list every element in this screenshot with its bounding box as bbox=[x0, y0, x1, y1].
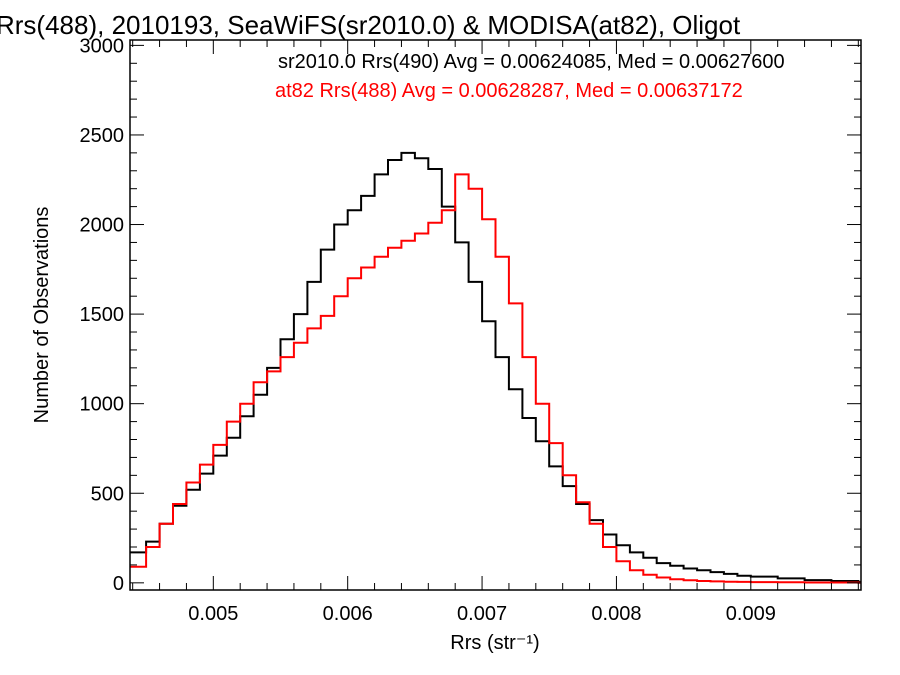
chart-title: Rrs(488), 2010193, SeaWiFS(sr2010.0) & M… bbox=[0, 10, 741, 40]
y-axis-label: Number of Observations bbox=[31, 207, 53, 424]
series-line-1 bbox=[130, 173, 861, 584]
legend-entry-sr2010: sr2010.0 Rrs(490) Avg = 0.00624085, Med … bbox=[278, 51, 785, 73]
y-tick-label: 0 bbox=[113, 573, 124, 595]
x-tick-label: 0.007 bbox=[457, 603, 507, 625]
y-tick-label: 500 bbox=[91, 483, 124, 505]
y-tick-label: 2500 bbox=[80, 125, 125, 147]
y-tick-label: 2000 bbox=[80, 215, 125, 237]
x-tick-label: 0.006 bbox=[323, 603, 373, 625]
y-tick-label: 3000 bbox=[80, 35, 125, 57]
x-tick-label: 0.005 bbox=[188, 603, 238, 625]
y-tick-label: 1500 bbox=[80, 304, 125, 326]
x-tick-label: 0.009 bbox=[726, 603, 776, 625]
y-tick-label: 1000 bbox=[80, 394, 125, 416]
series-line-0 bbox=[130, 151, 861, 583]
plot-frame bbox=[129, 39, 862, 591]
axis-ticks: 0.005 0.006 0.007 0.008 0.009 0 500 1000 1500 200… bbox=[80, 35, 861, 625]
x-tick-label: 0.008 bbox=[591, 603, 641, 625]
plot-area bbox=[130, 151, 861, 584]
legend-entry-at82: at82 Rrs(488) Avg = 0.00628287, Med = 0.… bbox=[275, 80, 743, 102]
x-axis-label: Rrs (str⁻¹) bbox=[450, 632, 539, 654]
